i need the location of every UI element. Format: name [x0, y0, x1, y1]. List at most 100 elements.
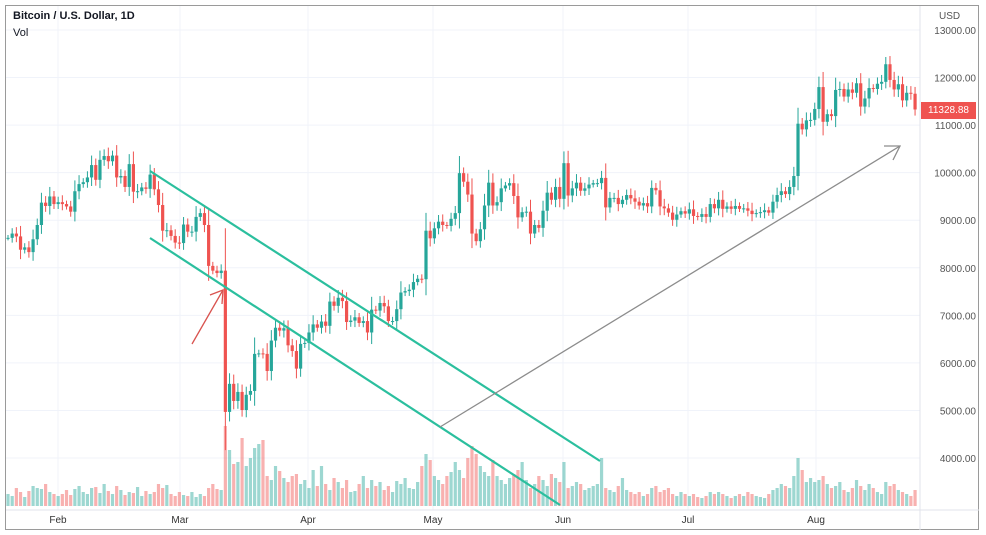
candle-body [650, 187, 654, 207]
candle-body [871, 88, 875, 90]
candle-body [14, 233, 18, 237]
candle-body [880, 81, 884, 84]
volume-bar [717, 492, 721, 506]
volume-bar [863, 490, 867, 506]
candle-body [549, 192, 553, 200]
volume-bar [775, 488, 779, 506]
volume-bar [813, 482, 817, 506]
volume-bar [35, 488, 39, 506]
candle-body [645, 203, 650, 207]
candle-body [44, 202, 48, 206]
candle-body [478, 229, 482, 242]
candle-body [721, 199, 725, 209]
volume-bar [896, 490, 900, 506]
candle-body [340, 297, 344, 302]
volume-bar [23, 497, 27, 506]
candle-body [181, 224, 186, 244]
candle-body [332, 301, 336, 306]
volume-bar [737, 494, 742, 506]
candle-body [156, 189, 161, 206]
candle-body [587, 184, 591, 189]
candle-body [750, 210, 754, 215]
candle-body [696, 215, 700, 217]
volume-bar [846, 492, 850, 506]
volume-bar [666, 488, 671, 506]
volume-bar [336, 482, 340, 506]
candle-body [127, 164, 131, 187]
volume-bar [236, 462, 240, 506]
volume-bar [679, 492, 683, 506]
candle-body [737, 205, 742, 209]
candle-body [771, 201, 775, 213]
volume-bar [265, 476, 269, 506]
candle-body [566, 163, 570, 196]
candle-body [273, 327, 278, 341]
volume-bar [574, 482, 579, 506]
y-tick-label: 10000.00 [934, 169, 976, 180]
volume-bar [704, 496, 708, 506]
candle-body [328, 301, 332, 326]
volume-bar [579, 484, 583, 506]
x-tick-label: Mar [171, 515, 189, 526]
volume-bar [658, 492, 662, 506]
volume-bar [374, 486, 378, 506]
volume-bar [324, 484, 328, 506]
volume-bar [733, 496, 737, 506]
volume-bar [721, 494, 725, 506]
candle-body [625, 195, 629, 200]
candle-body [190, 231, 194, 233]
volume-bar [303, 480, 307, 506]
candle-body [319, 321, 324, 328]
x-tick-label: Feb [49, 515, 67, 526]
candle-body [119, 176, 123, 178]
candle-body [27, 247, 31, 253]
candle-body [666, 208, 671, 213]
volume-bar [650, 488, 654, 506]
candle-body [73, 191, 77, 212]
volume-bar [315, 486, 319, 506]
volume-bar [549, 474, 553, 506]
volume-bar [365, 488, 370, 506]
volume-bar [357, 484, 361, 506]
volume-bar [240, 438, 244, 506]
chart-frame [5, 5, 979, 530]
volume-bar [913, 490, 917, 506]
volume-bar [900, 492, 905, 506]
volume-bar [859, 486, 863, 506]
candle-body [106, 156, 110, 162]
volume-bar [135, 487, 140, 506]
volume-bar [370, 480, 374, 506]
volume-bar [386, 486, 390, 506]
candle-body [462, 173, 466, 182]
volume-bar [441, 484, 445, 506]
candle-body [365, 321, 370, 333]
volume-bar [102, 484, 106, 506]
candle-body [658, 190, 662, 207]
volume-bar [424, 454, 428, 506]
volume-bar [77, 486, 81, 506]
candle-body [863, 98, 867, 107]
candle-body [775, 195, 779, 202]
volume-bar [344, 480, 349, 506]
candle-body [909, 92, 913, 94]
candle-body [77, 184, 81, 192]
volume-bar [257, 444, 261, 506]
candle-body [227, 383, 232, 412]
candle-body [800, 123, 804, 130]
x-tick-label: Aug [807, 515, 825, 526]
volume-bar [817, 480, 821, 506]
volume-bar [211, 484, 215, 506]
candle-body [386, 306, 390, 322]
candle-body [574, 182, 579, 189]
volume-label: Vol [13, 27, 29, 39]
candle-body [708, 204, 712, 217]
volume-bar [616, 486, 620, 506]
volume-bar [119, 490, 123, 506]
volume-bar [482, 472, 487, 506]
volume-bar [533, 484, 537, 506]
volume-bar [169, 494, 173, 506]
candle-body [411, 282, 416, 290]
volume-bar [81, 492, 85, 506]
volume-bar [587, 488, 591, 506]
